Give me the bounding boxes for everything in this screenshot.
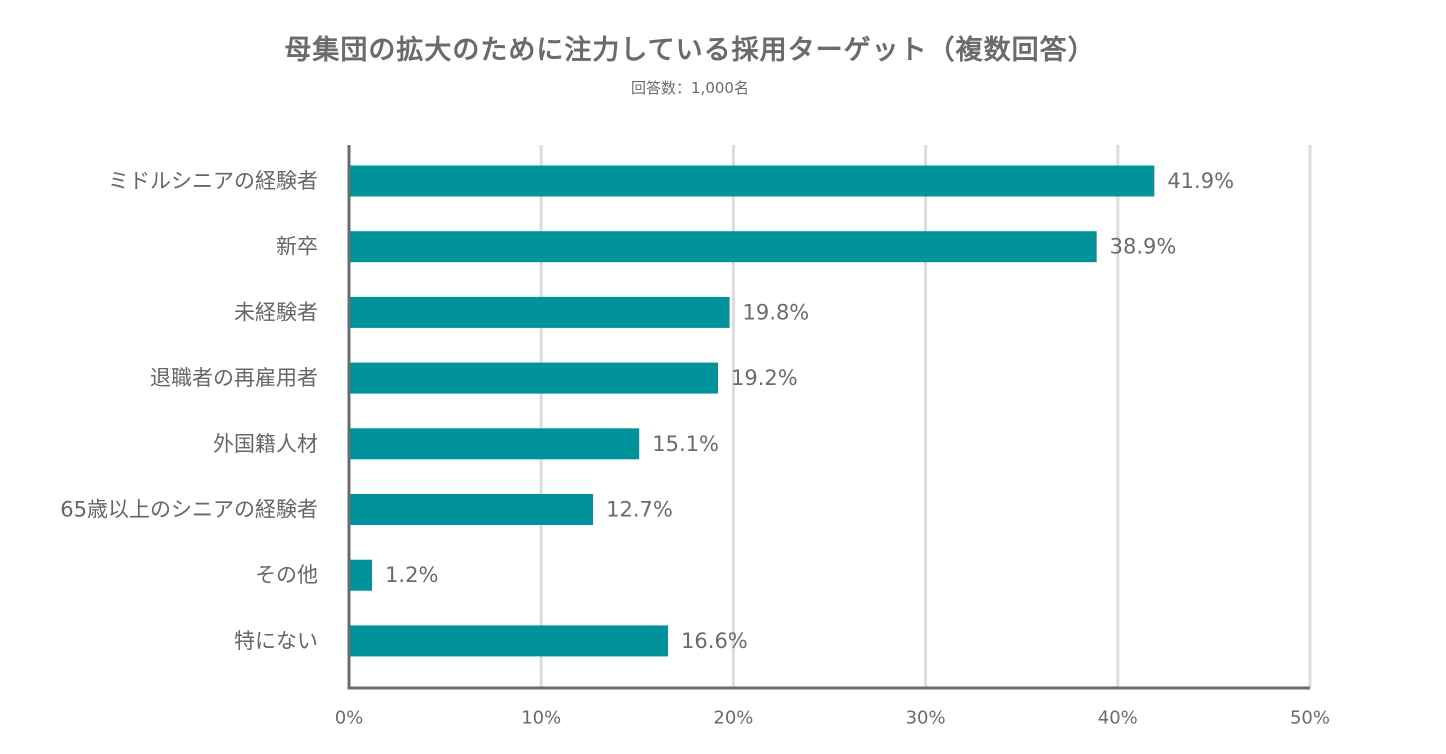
x-tick-label-10: 10% (521, 708, 561, 729)
value-label-2: 19.8% (743, 300, 810, 324)
category-label-7: 特にない (234, 629, 318, 653)
bar-5 (349, 494, 594, 525)
category-label-0: ミドルシニアの経験者 (108, 169, 318, 193)
x-tick-label-30: 30% (906, 708, 946, 729)
x-tick-label-50: 50% (1290, 708, 1330, 729)
x-tick-label-0: 0% (335, 708, 364, 729)
chart-title: 母集団の拡大のために注力している採用ターゲット（複数回答） (284, 35, 1096, 66)
bar-1 (349, 231, 1097, 263)
value-label-5: 12.7% (606, 498, 673, 522)
value-label-7: 16.6% (681, 629, 748, 653)
bar-0 (349, 165, 1155, 197)
bar-4 (349, 428, 640, 460)
value-label-6: 1.2% (385, 563, 438, 587)
category-label-6: その他 (255, 563, 318, 587)
category-label-1: 新卒 (276, 235, 318, 259)
bar-6 (349, 559, 373, 591)
category-label-2: 未経験者 (234, 300, 318, 324)
bar-2 (349, 296, 730, 328)
x-tick-label-20: 20% (713, 708, 753, 729)
value-label-4: 15.1% (652, 432, 719, 456)
value-label-0: 41.9% (1167, 169, 1234, 193)
category-label-3: 退職者の再雇用者 (150, 366, 318, 390)
value-label-3: 19.2% (731, 366, 798, 390)
value-label-1: 38.9% (1110, 235, 1177, 259)
category-label-4: 外国籍人材 (213, 432, 318, 456)
x-tick-label-40: 40% (1098, 708, 1138, 729)
bar-7 (349, 625, 669, 657)
bar-3 (349, 362, 719, 394)
chart-subtitle: 回答数：1,000名 (631, 79, 749, 97)
category-label-5: 65歳以上のシニアの経験者 (60, 498, 318, 522)
